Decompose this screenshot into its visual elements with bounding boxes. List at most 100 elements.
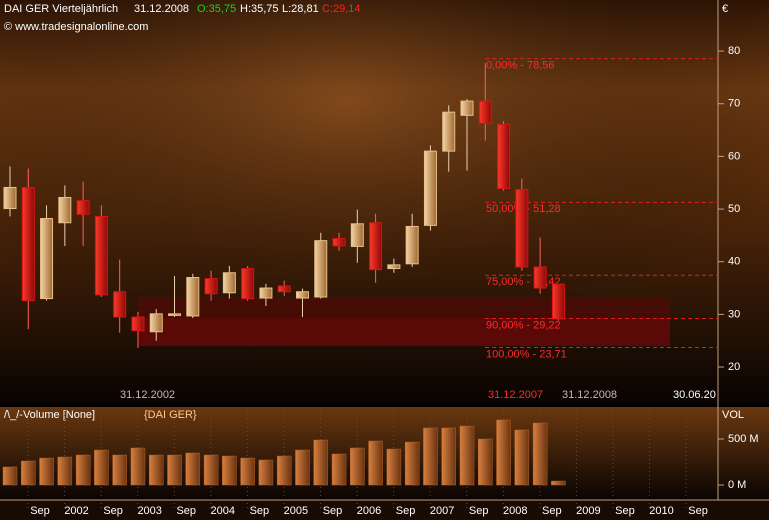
- zone-lower: [138, 318, 670, 346]
- candle-body: [94, 215, 108, 296]
- x-tick-label: Sep: [396, 505, 416, 517]
- volume-bar: [112, 454, 127, 486]
- fib-label: 0,00% - 78,56: [486, 60, 555, 72]
- x-tick-label: Sep: [30, 505, 50, 517]
- volume-bar: [350, 447, 365, 486]
- volume-bar: [404, 441, 420, 486]
- candle-body: [350, 223, 364, 247]
- candle-body: [478, 100, 492, 124]
- x-tick-label: Sep: [542, 505, 562, 517]
- x-tick-label: 2004: [211, 505, 235, 517]
- x-tick-label: Sep: [688, 505, 708, 517]
- x-tick-label: 2007: [430, 505, 454, 517]
- candle-body: [533, 266, 547, 289]
- x-tick-label: Sep: [250, 505, 270, 517]
- volume-bar: [258, 459, 274, 486]
- volume-bar: [39, 457, 54, 486]
- candle-body: [515, 189, 529, 268]
- y-tick-label: 80: [728, 45, 740, 57]
- low: L:28,81: [282, 3, 319, 15]
- candle-body: [460, 100, 474, 116]
- x-tick-label: Sep: [323, 505, 343, 517]
- candle-body: [295, 291, 309, 299]
- volume-bar: [386, 448, 402, 486]
- candle-body: [369, 222, 383, 271]
- x-tick-label: 2003: [137, 505, 161, 517]
- candle-body: [277, 285, 291, 293]
- volume-axis-label: VOL: [722, 409, 744, 421]
- volume-bar: [368, 440, 383, 486]
- volume-bar: [130, 447, 146, 486]
- candle-body: [168, 313, 182, 316]
- volume-bar: [331, 453, 347, 486]
- x-tick-label: 2006: [357, 505, 381, 517]
- volume-bar: [532, 422, 548, 486]
- candle-body: [131, 316, 145, 332]
- zone-upper: [138, 297, 670, 318]
- x-tick-label: 2002: [64, 505, 88, 517]
- x-tick-label: 2010: [649, 505, 673, 517]
- candle-body: [40, 218, 54, 300]
- fib-label: 75,00% - 37,42: [486, 276, 561, 288]
- y-tick-label: 500 M: [728, 433, 759, 445]
- volume-symbol: {DAI GER}: [144, 409, 197, 421]
- date-label: 30.06.20: [673, 389, 716, 401]
- candle-body: [186, 277, 200, 317]
- volume-bar: [459, 425, 475, 486]
- candle-body: [259, 287, 273, 299]
- candle-body: [442, 111, 456, 152]
- volume-bar: [148, 454, 164, 486]
- close: C:29,14: [322, 3, 361, 15]
- x-tick-label: Sep: [176, 505, 196, 517]
- volume-bar: [203, 454, 219, 486]
- volume-bar: [295, 449, 310, 486]
- candle-body: [551, 283, 565, 320]
- volume-bar: [75, 454, 91, 486]
- volume-bar: [222, 455, 237, 486]
- candle-body: [314, 240, 328, 298]
- volume-bar: [441, 427, 456, 486]
- copyright: © www.tradesignalonline.com: [4, 21, 148, 33]
- date-label: 31.12.2002: [120, 389, 175, 401]
- candle-body: [149, 313, 163, 333]
- volume-bar: [496, 419, 511, 486]
- volume-panel-bg: [0, 407, 769, 500]
- volume-bar: [57, 456, 73, 486]
- volume-title: /\_/-Volume [None]: [4, 409, 95, 421]
- y-tick-label: 70: [728, 98, 740, 110]
- candle-body: [222, 272, 236, 294]
- y-tick-label: 50: [728, 203, 740, 215]
- candle-body: [241, 268, 255, 300]
- volume-bar: [94, 449, 109, 486]
- candle-body: [497, 123, 511, 190]
- open: O:35,75: [197, 3, 236, 15]
- volume-bar: [240, 457, 255, 486]
- volume-bar: [167, 454, 182, 486]
- candle-body: [113, 291, 127, 318]
- candle-body: [21, 186, 35, 302]
- volume-bar: [423, 427, 438, 486]
- fib-label: 90,00% - 29,22: [486, 319, 561, 331]
- candle-body: [204, 278, 218, 295]
- x-tick-label: 2009: [576, 505, 600, 517]
- header: DAI GER Vierteljährlich 31.12.2008 O:35,…: [4, 3, 361, 33]
- date-label: 31.12.2007: [488, 389, 543, 401]
- volume-bar: [21, 460, 36, 486]
- date: 31.12.2008: [134, 3, 189, 15]
- candle-body: [423, 150, 437, 226]
- date-label: 31.12.2008: [562, 389, 617, 401]
- y-tick-label: 30: [728, 308, 740, 320]
- symbol: DAI GER Vierteljährlich: [4, 3, 118, 15]
- x-tick-label: Sep: [615, 505, 635, 517]
- y-tick-label: 20: [728, 361, 740, 373]
- volume-bar: [276, 455, 292, 486]
- high: H:35,75: [240, 3, 279, 15]
- volume-bar: [2, 466, 18, 486]
- fib-label: 100,00% - 23,71: [486, 348, 567, 360]
- x-tick-label: 2008: [503, 505, 527, 517]
- candle-body: [387, 264, 401, 270]
- y-tick-label: 40: [728, 256, 740, 268]
- volume-bar: [478, 438, 493, 486]
- candle-body: [332, 238, 346, 247]
